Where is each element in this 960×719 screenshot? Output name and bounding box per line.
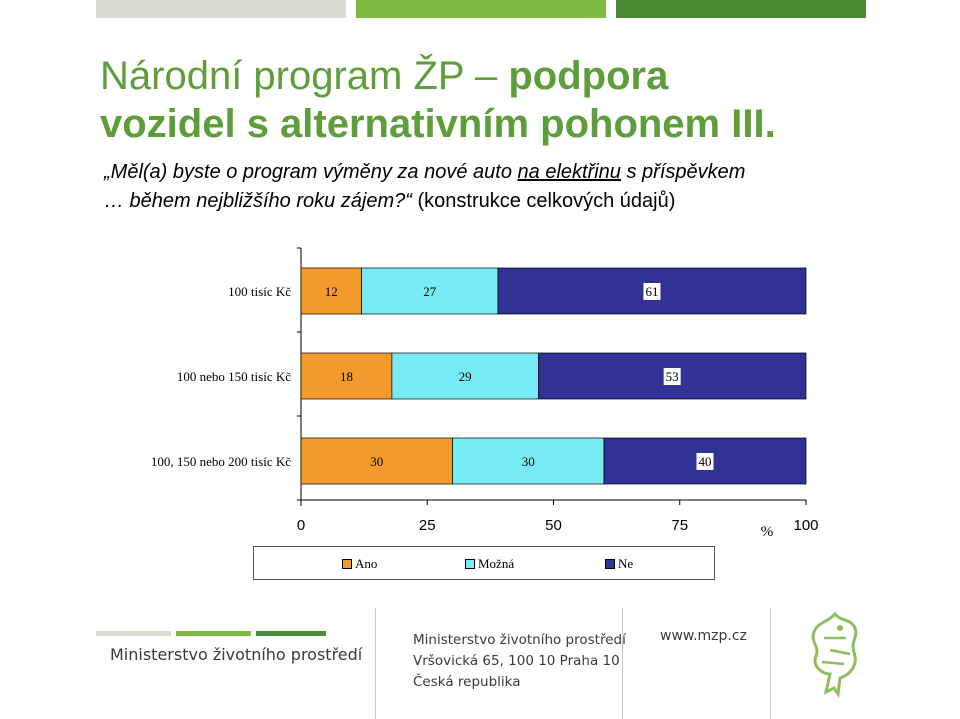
bar-segment-možná bbox=[391, 352, 539, 400]
question-underlined: na elektřinu bbox=[517, 161, 621, 183]
data-label: 53 bbox=[666, 369, 679, 384]
data-label: 30 bbox=[522, 454, 535, 469]
data-label-background bbox=[696, 453, 714, 470]
footer-stripe-gray bbox=[96, 631, 171, 636]
data-label: 29 bbox=[459, 369, 472, 384]
bar-segment-ano bbox=[300, 437, 453, 485]
footer-divider-2 bbox=[622, 608, 623, 719]
category-label: 100 nebo 150 tisíc Kč bbox=[177, 369, 291, 384]
x-tick-label: 25 bbox=[419, 517, 436, 534]
data-label-background bbox=[643, 283, 661, 300]
legend-swatch-mozna bbox=[465, 559, 475, 569]
x-tick-label: 100 bbox=[793, 517, 818, 534]
ministry-crest-icon bbox=[811, 611, 858, 698]
legend-swatch-ano bbox=[342, 559, 352, 569]
top-decor-bar-gray bbox=[96, 0, 346, 18]
legend-swatch-ne bbox=[605, 559, 615, 569]
title-line1-normal: Národní program ŽP – bbox=[100, 54, 509, 98]
x-tick-label: 75 bbox=[671, 517, 688, 534]
legend-label-ne: Ne bbox=[618, 556, 634, 571]
footer-address-line1: Ministerstvo životního prostředí bbox=[413, 632, 626, 648]
question-part4: (konstrukce celkových údajů) bbox=[411, 190, 676, 212]
title-line1-bold: podpora bbox=[508, 54, 669, 98]
footer-address-line2: Vršovická 65, 100 10 Praha 10 bbox=[413, 653, 620, 669]
legend-label-mozna: Možná bbox=[478, 556, 515, 571]
question-part2: s příspěvkem bbox=[620, 161, 746, 183]
footer-address-line3: Česká republika bbox=[413, 674, 521, 690]
title-line2: vozidel s alternativním pohonem III. bbox=[100, 102, 776, 146]
footer-stripe-dark-green bbox=[256, 631, 326, 636]
x-axis-label: % bbox=[761, 524, 774, 540]
data-label: 27 bbox=[423, 284, 437, 299]
legend-item-ne: Ne bbox=[605, 556, 633, 572]
bar-segment-ano bbox=[300, 267, 362, 315]
question-part3: … během nejbližšího roku zájem?“ bbox=[104, 190, 412, 212]
legend-item-mozna: Možná bbox=[465, 556, 514, 572]
question-part1: „Měl(a) byste o program výměny za nové a… bbox=[104, 161, 518, 183]
legend-label-ano: Ano bbox=[355, 556, 378, 571]
data-label: 12 bbox=[325, 284, 338, 299]
footer-divider-3 bbox=[770, 608, 771, 719]
x-tick-label: 50 bbox=[545, 517, 562, 534]
bar-segment-možná bbox=[361, 267, 499, 315]
footer-address: Ministerstvo životního prostředí Vršovic… bbox=[413, 630, 626, 693]
bar-segment-ano bbox=[300, 352, 393, 400]
category-label: 100 tisíc Kč bbox=[228, 284, 291, 299]
footer-stripe-light-green bbox=[176, 631, 251, 636]
footer-website-link[interactable]: www.mzp.cz bbox=[660, 628, 747, 644]
chart-legend: Ano Možná Ne bbox=[253, 546, 715, 580]
top-decor-bar-light-green bbox=[356, 0, 606, 18]
footer-ministry-name: Ministerstvo životního prostředí bbox=[110, 645, 363, 664]
top-decor-bar-dark-green bbox=[616, 0, 866, 18]
data-label: 30 bbox=[370, 454, 383, 469]
survey-question: „Měl(a) byste o program výměny za nové a… bbox=[104, 158, 924, 216]
data-label: 18 bbox=[340, 369, 353, 384]
footer-divider-1 bbox=[375, 608, 376, 719]
category-label: 100, 150 nebo 200 tisíc Kč bbox=[151, 454, 291, 469]
data-label-background bbox=[663, 368, 681, 385]
page-title: Národní program ŽP – podpora vozidel s a… bbox=[100, 52, 776, 148]
legend-item-ano: Ano bbox=[342, 556, 377, 572]
data-label: 61 bbox=[645, 284, 658, 299]
x-tick-label: 0 bbox=[297, 517, 305, 534]
data-label: 40 bbox=[699, 454, 712, 469]
